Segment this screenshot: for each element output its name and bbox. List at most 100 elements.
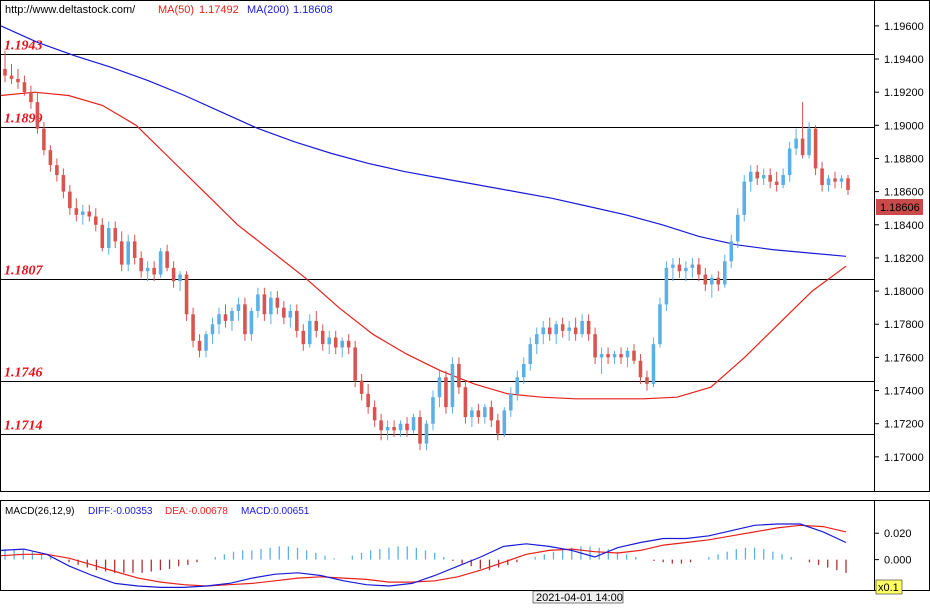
- candle-body: [48, 150, 53, 166]
- price-tick-label: 1.18600: [884, 187, 924, 199]
- candle: [35, 92, 40, 134]
- candle: [158, 247, 163, 278]
- macd-dea-line: [0, 524, 847, 587]
- zoom-badge[interactable]: [875, 579, 903, 595]
- candle-body: [593, 334, 597, 358]
- ma50-label: MA(50): [158, 4, 194, 16]
- price-tick-label: 1.17400: [884, 386, 924, 398]
- candle: [606, 347, 610, 365]
- candle: [586, 314, 591, 341]
- candle: [496, 413, 500, 441]
- candle-body: [800, 138, 805, 156]
- candle: [444, 370, 448, 414]
- candle: [165, 244, 169, 272]
- candle: [9, 63, 14, 84]
- level-label: 1.1714: [4, 419, 43, 434]
- candle: [541, 320, 546, 345]
- candle: [178, 271, 182, 292]
- candle-body: [113, 228, 118, 242]
- candle-body: [372, 407, 377, 421]
- candle-body: [658, 304, 662, 345]
- ma200-value: 1.18608: [293, 4, 333, 16]
- candle: [418, 410, 422, 451]
- candle: [723, 254, 727, 288]
- candle-body: [606, 354, 610, 358]
- candle: [22, 75, 27, 96]
- candle-body: [230, 310, 234, 321]
- candle-body: [787, 148, 792, 176]
- candle-body: [223, 314, 228, 321]
- candle: [61, 168, 66, 199]
- candle: [249, 307, 254, 341]
- candle: [470, 407, 474, 428]
- candle: [820, 161, 824, 192]
- candle: [560, 317, 565, 338]
- candle: [794, 128, 798, 156]
- candle-body: [22, 82, 27, 93]
- candle: [528, 337, 533, 371]
- candle-body: [554, 324, 558, 335]
- candle-body: [489, 407, 494, 421]
- candle: [547, 317, 552, 341]
- candle-body: [820, 168, 824, 185]
- candle-body: [204, 334, 208, 351]
- support-resistance-levels: 1.1943 1.1899 1.1807 1.1746 1.1714: [1, 39, 874, 435]
- candle: [813, 125, 818, 176]
- candle-body: [236, 304, 241, 311]
- candle-body: [671, 264, 675, 268]
- candle-body: [638, 360, 643, 378]
- candle: [379, 413, 383, 441]
- candle-body: [269, 297, 273, 315]
- candle-body: [521, 364, 526, 378]
- candle: [573, 317, 578, 341]
- macd-diff-value: DIFF:-0.00353: [88, 506, 153, 517]
- candle: [262, 287, 267, 321]
- candle: [340, 337, 344, 358]
- candle-body: [243, 304, 247, 335]
- candle: [359, 373, 364, 401]
- candle-body: [690, 264, 695, 268]
- candle-body: [463, 387, 468, 418]
- candle-body: [398, 423, 403, 431]
- candle: [697, 257, 701, 282]
- candle: [275, 291, 280, 315]
- candle: [191, 307, 195, 348]
- candle: [612, 350, 617, 365]
- candle: [74, 198, 79, 222]
- candle: [755, 165, 759, 185]
- candle-body: [703, 274, 708, 285]
- candle-body: [502, 410, 507, 434]
- candle: [223, 304, 228, 328]
- candle: [846, 175, 850, 195]
- macd-tick-label: 0.000: [884, 555, 912, 567]
- candle: [346, 334, 351, 355]
- candle-body: [262, 294, 267, 315]
- candle-body: [774, 181, 779, 185]
- candle-body: [599, 354, 604, 358]
- candle: [509, 387, 513, 418]
- candle-body: [87, 211, 92, 217]
- candle: [132, 234, 137, 265]
- candle: [152, 261, 156, 282]
- candle-body: [729, 241, 734, 262]
- candle: [126, 234, 130, 272]
- candle-body: [664, 267, 669, 305]
- candle: [3, 50, 7, 83]
- candle: [366, 383, 370, 414]
- candle: [217, 307, 221, 335]
- candle: [372, 400, 377, 428]
- source-url[interactable]: http://www.deltastock.com/: [5, 4, 136, 16]
- price-tick-label: 1.19400: [884, 54, 924, 66]
- ma200-line: [0, 25, 847, 257]
- candle: [314, 310, 319, 338]
- price-tick-label: 1.17600: [884, 352, 924, 364]
- candle-body: [307, 320, 312, 345]
- candle: [450, 357, 455, 414]
- candle-body: [573, 327, 578, 335]
- candle-body: [710, 277, 714, 285]
- candle: [288, 304, 293, 328]
- candle: [243, 297, 247, 341]
- candle: [405, 417, 409, 437]
- candle: [664, 261, 669, 311]
